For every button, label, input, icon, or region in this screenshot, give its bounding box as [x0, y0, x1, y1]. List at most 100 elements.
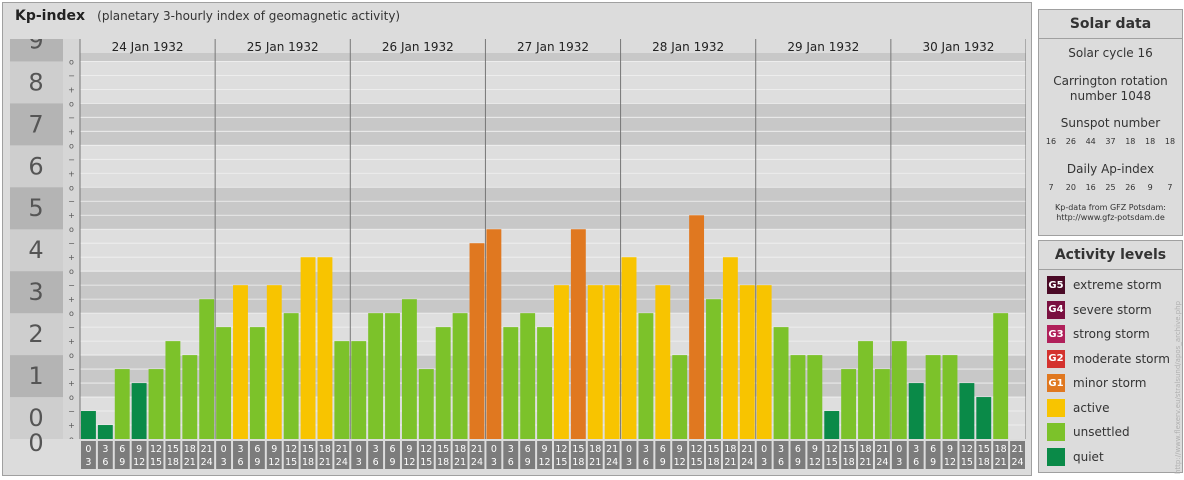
interval-end: 12	[539, 457, 551, 468]
interval-cell	[1010, 441, 1025, 469]
y-tick-label: 0	[28, 429, 43, 457]
sub-tick-label: o	[69, 267, 74, 276]
kp-bar	[621, 257, 637, 439]
day-label: 27 Jan 1932	[517, 40, 589, 54]
sunspot-values: 16 26 44 37 18 18 18	[1043, 137, 1178, 146]
interval-end: 15	[285, 457, 297, 468]
kp-bar	[249, 327, 265, 439]
interval-start: 9	[677, 444, 683, 455]
kp-bar	[300, 257, 316, 439]
interval-cell	[114, 441, 130, 469]
sub-tick-label: −	[68, 113, 75, 122]
kp-bar	[722, 257, 738, 439]
kp-bar	[537, 327, 552, 439]
kp-bar	[199, 299, 215, 439]
interval-end: 3	[896, 457, 902, 468]
ap-index-heading: Daily Ap-index	[1066, 162, 1155, 176]
y-axis-band	[10, 61, 63, 104]
legend-swatch	[1047, 423, 1065, 441]
carrington-rotation-label: Carrington rotation	[1053, 74, 1168, 88]
day-label: 25 Jan 1932	[247, 40, 319, 54]
interval-cell	[317, 441, 333, 469]
y-axis-band	[10, 397, 63, 439]
data-credit-link[interactable]: http://www.gfz-potsdam.de	[1056, 213, 1165, 222]
interval-cell	[824, 441, 840, 469]
kp-bar-chart: 0123456789o+−o+−o+−o+−o+−o+−o+−o+−o+−o24…	[10, 39, 1026, 471]
kp-bar	[435, 327, 451, 439]
interval-start: 0	[896, 444, 902, 455]
ap-index-value: 9	[1147, 183, 1153, 192]
y-tick-label: 1	[28, 362, 43, 390]
interval-cell	[97, 441, 113, 469]
kp-bar	[638, 313, 654, 439]
chart-subtitle: (planetary 3-hourly index of geomagnetic…	[97, 9, 401, 23]
interval-cell	[874, 441, 890, 469]
interval-end: 24	[876, 457, 888, 468]
y-axis-band	[10, 187, 63, 230]
interval-cell	[807, 441, 823, 469]
legend-swatch: G3	[1047, 325, 1065, 343]
interval-start: 18	[454, 444, 466, 455]
interval-cell	[773, 441, 789, 469]
interval-end: 24	[606, 457, 618, 468]
interval-start: 0	[356, 444, 362, 455]
interval-cell	[908, 441, 924, 469]
kp-bar	[114, 369, 130, 439]
interval-cell	[858, 441, 873, 469]
kp-bar	[874, 369, 890, 439]
kp-bar	[858, 341, 873, 439]
y-tick-label: 3	[28, 278, 43, 306]
interval-cell	[401, 441, 417, 469]
kp-bar	[418, 369, 434, 439]
interval-end: 6	[237, 457, 243, 468]
sub-tick-label: +	[68, 337, 75, 346]
interval-end: 18	[437, 457, 449, 468]
interval-start: 3	[778, 444, 784, 455]
interval-start: 18	[319, 444, 331, 455]
sub-tick-label: −	[68, 197, 75, 206]
sub-tick-label: +	[68, 127, 75, 136]
kp-band	[80, 145, 1026, 188]
interval-end: 15	[961, 457, 973, 468]
sub-tick-label: +	[68, 421, 75, 430]
y-axis-band	[10, 103, 63, 146]
solar-cycle: Solar cycle 16	[1068, 46, 1153, 60]
interval-cell	[351, 441, 367, 469]
y-axis-band	[10, 355, 63, 398]
activity-levels-heading: Activity levels	[1054, 247, 1167, 263]
interval-end: 3	[85, 457, 91, 468]
interval-end: 6	[643, 457, 649, 468]
interval-end: 24	[471, 457, 483, 468]
y-tick-label: 4	[28, 236, 43, 264]
interval-cell	[537, 441, 552, 469]
kp-bar	[570, 229, 586, 439]
interval-end: 15	[150, 457, 162, 468]
chart-title-bar: Kp-index (planetary 3-hourly index of ge…	[15, 8, 400, 24]
kp-bar	[469, 243, 485, 439]
kp-band	[80, 103, 1026, 146]
interval-cell	[638, 441, 654, 469]
interval-start: 15	[572, 444, 584, 455]
kp-bar	[334, 341, 350, 439]
sunspot-value: 44	[1085, 137, 1096, 146]
chart-title: Kp-index	[15, 8, 85, 24]
interval-cell	[334, 441, 350, 469]
interval-start: 18	[589, 444, 601, 455]
sub-tick-label: −	[68, 239, 75, 248]
sub-tick-label: o	[69, 57, 74, 66]
legend-swatch: G5	[1047, 276, 1065, 294]
interval-start: 21	[336, 444, 348, 455]
interval-end: 18	[978, 457, 990, 468]
interval-end: 9	[660, 457, 666, 468]
interval-start: 3	[643, 444, 649, 455]
legend-item: active	[1047, 398, 1109, 418]
axis-corner	[10, 439, 80, 471]
kp-bar	[756, 285, 772, 439]
y-axis-band	[10, 39, 63, 62]
y-axis-band	[10, 313, 63, 356]
y-tick-label: 2	[28, 320, 43, 348]
interval-end: 9	[389, 457, 395, 468]
sub-tick-label: −	[68, 281, 75, 290]
sunspot-value: 18	[1125, 137, 1136, 146]
day-label: 29 Jan 1932	[787, 40, 859, 54]
